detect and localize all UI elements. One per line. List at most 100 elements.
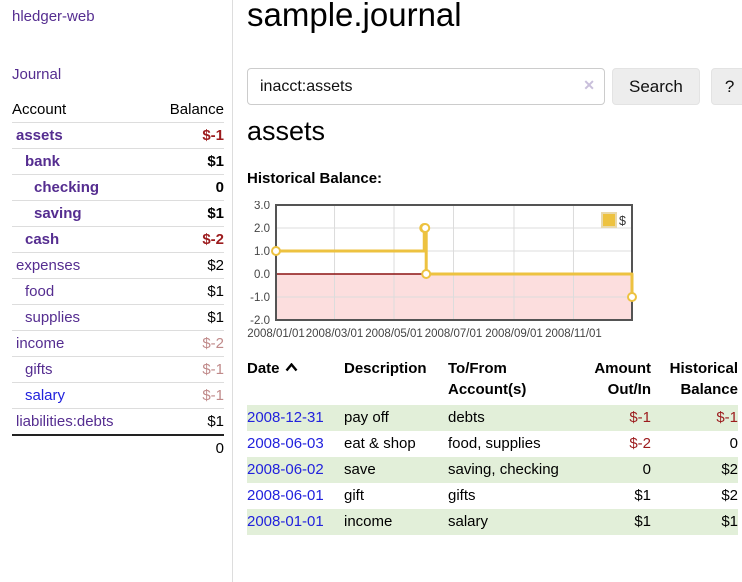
account-link[interactable]: checking — [34, 179, 100, 196]
account-row: salary $-1 — [12, 382, 224, 409]
x-tick-label: 2008/03/01 — [306, 328, 364, 340]
data-point-marker[interactable] — [420, 223, 431, 233]
account-link[interactable]: bank — [25, 153, 61, 170]
account-row: bank $1 — [12, 148, 224, 175]
amount-cell: $-2 — [629, 435, 651, 452]
x-tick-label: 2008/09/01 — [485, 328, 543, 340]
column-header-date[interactable]: Date — [247, 356, 344, 405]
register-header-row: Date Description To/From Account(s) Amou… — [247, 356, 738, 405]
y-tick-label: -2.0 — [250, 315, 270, 327]
account-link[interactable]: gifts — [25, 361, 53, 378]
account-link[interactable]: cash — [25, 231, 60, 248]
account-link[interactable]: expenses — [16, 257, 81, 274]
account-balance: $-1 — [150, 356, 224, 383]
account-balance: $-1 — [150, 382, 224, 409]
account-balance: $1 — [150, 278, 224, 305]
legend-label: $ — [619, 214, 626, 228]
description-cell: eat & shop — [344, 435, 416, 452]
help-button[interactable]: ? — [710, 68, 742, 105]
account-heading: assets — [247, 116, 326, 146]
account-row: supplies $1 — [12, 304, 224, 331]
accounts-cell: food, supplies — [448, 435, 541, 452]
column-header-description: Description — [344, 360, 427, 377]
accounts-cell: salary — [448, 513, 489, 530]
search-input[interactable] — [247, 68, 605, 105]
account-row: gifts $-1 — [12, 356, 224, 383]
account-link[interactable]: liabilities:debts — [16, 413, 114, 430]
account-link[interactable]: supplies — [25, 309, 81, 326]
y-tick-label: 1.0 — [254, 246, 270, 258]
data-point-marker[interactable] — [421, 269, 432, 279]
description-cell: save — [344, 461, 376, 478]
account-row: cash $-2 — [12, 226, 224, 253]
register-row[interactable]: 2008-12-31 pay off debts $-1 $-1 — [247, 405, 738, 431]
register-row[interactable]: 2008-01-01 income salary $1 $1 — [247, 509, 738, 535]
accounts-total-row: 0 — [12, 434, 224, 461]
x-tick-label: 2008/05/01 — [365, 328, 423, 340]
search-button[interactable]: Search — [612, 68, 700, 105]
data-point-marker[interactable] — [627, 292, 637, 302]
search-input-wrap: ✕ — [247, 68, 605, 105]
legend-swatch — [601, 212, 617, 228]
y-tick-label: 3.0 — [254, 201, 270, 212]
search-bar: ✕ Search ? — [247, 68, 742, 105]
account-row: saving $1 — [12, 200, 224, 227]
date-link[interactable]: 2008-12-31 — [247, 409, 324, 426]
main-content: sample.journal ✕ Search ? assets Histori… — [233, 0, 742, 582]
register-row[interactable]: 2008-06-01 gift gifts $1 $2 — [247, 483, 738, 509]
account-link[interactable]: salary — [25, 387, 66, 404]
accounts-tree-table: Account Balance assets $-1 bank $1 checking 0… — [12, 98, 224, 461]
description-cell: income — [344, 513, 393, 530]
register-table: Date Description To/From Account(s) Amou… — [247, 356, 738, 535]
balance-cell: $2 — [721, 487, 738, 504]
accounts-cell: gifts — [448, 487, 476, 504]
account-row: income $-2 — [12, 330, 224, 357]
description-cell: gift — [344, 487, 365, 504]
description-cell: pay off — [344, 409, 389, 426]
brand-link[interactable]: hledger-web — [12, 8, 95, 25]
chart-heading: Historical Balance: — [247, 170, 383, 187]
accounts-header-row: Account Balance — [12, 98, 224, 123]
account-balance: $-1 — [150, 122, 224, 149]
sidebar-item-journal[interactable]: Journal — [12, 66, 62, 83]
data-point-marker[interactable] — [271, 246, 281, 256]
spacer — [12, 434, 151, 461]
clear-search-icon[interactable]: ✕ — [583, 77, 595, 93]
account-balance: $2 — [150, 252, 224, 279]
account-link[interactable]: food — [25, 283, 55, 300]
x-tick-label: 2008/01/01 — [247, 328, 305, 340]
account-link[interactable]: saving — [34, 205, 82, 222]
balance-cell: 0 — [729, 435, 738, 452]
y-tick-label: 0.0 — [254, 269, 270, 281]
amount-cell: $1 — [634, 487, 651, 504]
x-tick-label: 2008/11/01 — [545, 328, 602, 340]
account-row: assets $-1 — [12, 122, 224, 149]
register-row[interactable]: 2008-06-03 eat & shop food, supplies $-2 0 — [247, 431, 738, 457]
plot-border — [275, 204, 633, 321]
x-tick-label: 2008/07/01 — [425, 328, 483, 340]
date-link[interactable]: 2008-06-02 — [247, 461, 324, 478]
historical-balance-chart[interactable]: $3.0 2.0 1.0 0.0 -1.0 -2.0 2008/01/01 2008/03/0… — [247, 200, 719, 354]
account-balance: 0 — [150, 174, 224, 201]
date-link[interactable]: 2008-01-01 — [247, 513, 324, 530]
accounts-header-account: Account — [12, 101, 67, 118]
accounts-cell: debts — [448, 409, 485, 426]
account-row: expenses $2 — [12, 252, 224, 279]
register-row[interactable]: 2008-06-02 save saving, checking 0 $2 — [247, 457, 738, 483]
date-link[interactable]: 2008-06-03 — [247, 435, 324, 452]
account-balance: $1 — [150, 200, 224, 227]
account-link[interactable]: assets — [16, 127, 63, 144]
y-tick-label: 2.0 — [254, 223, 270, 235]
account-balance: $-2 — [150, 330, 224, 357]
account-balance: $1 — [150, 408, 224, 435]
account-balance: $1 — [150, 148, 224, 175]
date-link[interactable]: 2008-06-01 — [247, 487, 324, 504]
account-link[interactable]: income — [16, 335, 65, 352]
amount-cell: 0 — [642, 461, 651, 478]
balance-cell: $2 — [721, 461, 738, 478]
account-row: food $1 — [12, 278, 224, 305]
account-row: checking 0 — [12, 174, 224, 201]
page-title: sample.journal — [247, 0, 462, 33]
accounts-header-balance: Balance — [169, 101, 224, 118]
